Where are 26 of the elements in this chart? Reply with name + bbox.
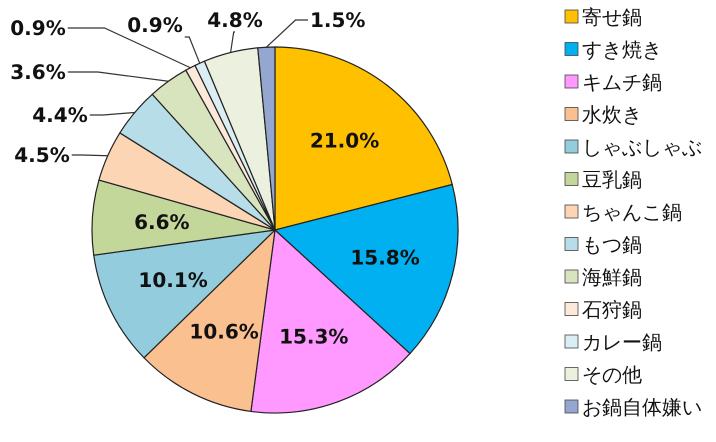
legend-label: その他 — [582, 362, 642, 386]
legend-label: カレー鍋 — [582, 330, 662, 354]
legend-label: ちゃんこ鍋 — [582, 200, 682, 224]
data-label: 0.9% — [127, 13, 183, 37]
data-label: 10.6% — [189, 319, 259, 344]
data-label: 3.6% — [10, 60, 66, 84]
legend-label: 石狩鍋 — [582, 298, 642, 322]
legend-label: 豆乳鍋 — [582, 168, 642, 192]
legend-label: 寄せ鍋 — [582, 5, 642, 29]
data-label: 10.1% — [138, 268, 208, 292]
data-label: 4.5% — [14, 143, 70, 167]
data-label: 15.3% — [279, 324, 348, 349]
data-label: 21.0% — [310, 128, 380, 152]
legend-label: キムチ鍋 — [582, 70, 662, 94]
data-label: 4.8% — [207, 8, 263, 32]
legend-label: お鍋自体嫌い — [582, 395, 702, 419]
data-label: 6.6% — [134, 210, 190, 234]
legend-label: 水炊き — [582, 102, 642, 126]
data-label: 15.8% — [350, 246, 420, 270]
legend-label: しゃぶしゃぶ — [582, 135, 702, 159]
legend-label: もつ鍋 — [582, 232, 642, 256]
legend-label: すき焼き — [582, 38, 662, 62]
legend-label: 海鮮鍋 — [582, 265, 642, 289]
data-label: 1.5% — [310, 8, 366, 32]
data-label: 0.9% — [10, 16, 66, 40]
data-label: 4.4% — [32, 103, 88, 127]
